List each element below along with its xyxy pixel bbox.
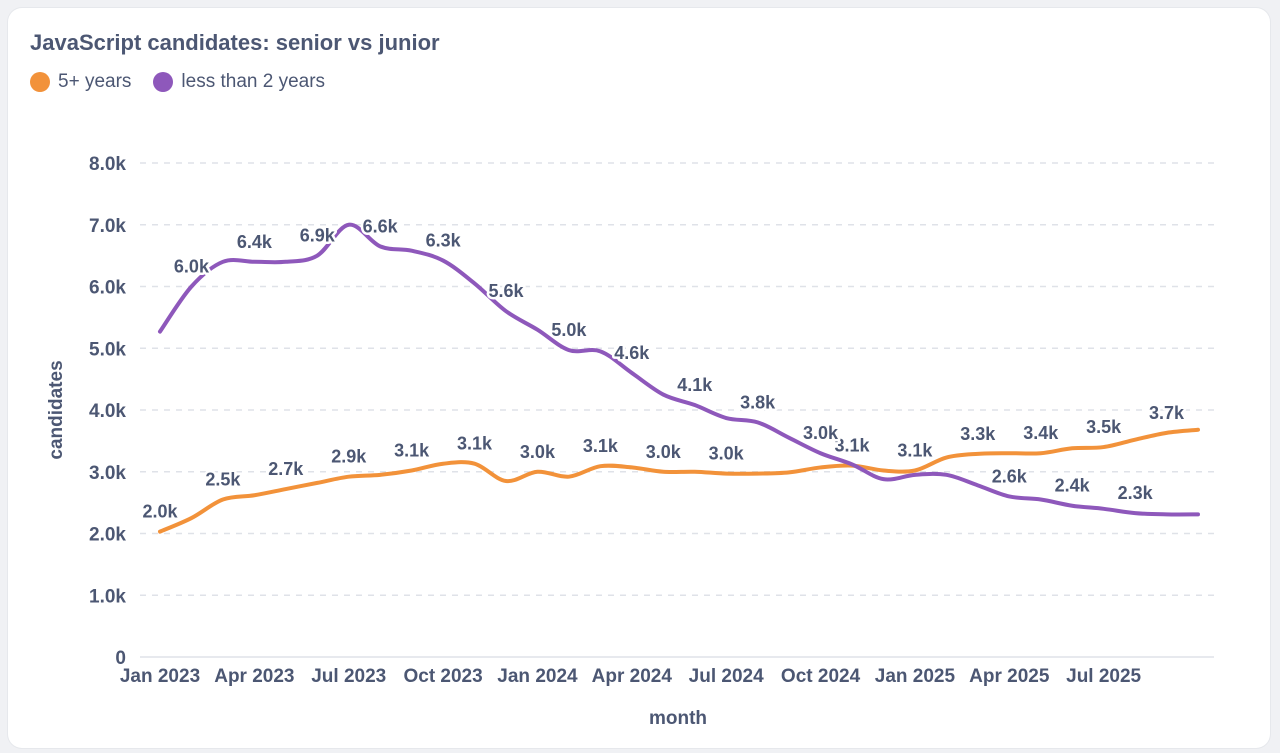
x-tick-label: Jul 2025 xyxy=(1066,666,1141,687)
data-label-junior: 6.3k xyxy=(426,231,462,251)
data-label-junior: 6.4k xyxy=(237,232,273,252)
data-label-junior: 4.1k xyxy=(677,375,713,395)
data-label-junior: 3.8k xyxy=(740,392,776,412)
data-label-senior: 2.0k xyxy=(142,502,178,522)
x-axis-title: month xyxy=(649,708,707,729)
legend: 5+ years less than 2 years xyxy=(30,71,325,93)
data-label-junior: 6.6k xyxy=(363,216,399,236)
x-tick-label: Apr 2024 xyxy=(592,666,673,687)
y-axis-title: candidates xyxy=(46,360,67,459)
chart-card: JavaScript candidates: senior vs junior … xyxy=(8,8,1270,748)
data-label-junior: 3.0k xyxy=(803,423,839,443)
data-label-senior: 3.0k xyxy=(709,444,745,464)
data-label-senior: 3.3k xyxy=(960,424,996,444)
legend-label-senior: 5+ years xyxy=(58,71,132,92)
data-label-junior: 6.0k xyxy=(174,257,210,277)
x-tick-label: Oct 2023 xyxy=(403,666,482,687)
data-label-senior: 2.5k xyxy=(205,470,241,490)
legend-label-junior: less than 2 years xyxy=(181,71,326,92)
grid xyxy=(140,162,1214,658)
data-label-junior: 2.4k xyxy=(1055,476,1091,496)
data-label-senior: 3.1k xyxy=(897,441,933,461)
x-tick-label: Apr 2025 xyxy=(969,666,1050,687)
y-tick-label: 7.0k xyxy=(89,216,126,237)
x-tick-label: Jul 2024 xyxy=(689,666,764,687)
x-tick-label: Jan 2025 xyxy=(875,666,956,687)
legend-dot-junior-icon xyxy=(153,72,174,92)
data-label-senior: 3.1k xyxy=(834,436,870,456)
data-label-senior: 2.9k xyxy=(331,447,367,467)
data-label-senior: 3.1k xyxy=(583,436,619,456)
data-label-senior: 3.5k xyxy=(1086,417,1122,437)
data-labels: 2.0k2.5k2.7k2.9k 3.1k 3.1k 3.0k 3.1k 3.0k 3.0k… xyxy=(140,214,1188,524)
data-label-senior: 3.0k xyxy=(646,442,682,462)
x-tick-label: Apr 2023 xyxy=(214,666,294,687)
y-tick-label: 0 xyxy=(115,648,126,669)
data-label-senior: 3.1k xyxy=(394,441,430,461)
data-label-senior: 3.1k xyxy=(457,434,493,454)
y-tick-label: 6.0k xyxy=(89,278,126,299)
data-label-junior: 5.0k xyxy=(551,320,587,340)
x-tick-label: Jan 2024 xyxy=(497,666,578,687)
data-label-senior: 3.7k xyxy=(1149,403,1185,423)
data-label-senior: 3.0k xyxy=(520,442,556,462)
y-tick-label: 1.0k xyxy=(89,586,126,607)
series-lines xyxy=(158,222,1200,534)
data-label-junior: 2.3k xyxy=(1118,483,1154,503)
chart-title: JavaScript candidates: senior vs junior xyxy=(30,30,440,55)
data-label-junior: 4.6k xyxy=(614,343,650,363)
series-line-junior xyxy=(158,222,1200,517)
y-tick-label: 3.0k xyxy=(89,463,126,484)
y-tick-label: 8.0k xyxy=(89,154,126,175)
data-label-junior: 6.9k xyxy=(300,226,336,246)
data-label-junior: 2.6k xyxy=(992,466,1028,486)
data-label-junior: 5.6k xyxy=(488,281,524,301)
legend-dot-senior-icon xyxy=(30,72,50,92)
legend-item-senior[interactable]: 5+ years xyxy=(30,71,131,93)
x-tick-label: Jul 2023 xyxy=(311,666,386,687)
data-label-senior: 2.7k xyxy=(268,459,304,479)
legend-item-junior[interactable]: less than 2 years xyxy=(153,71,325,93)
y-tick-label: 5.0k xyxy=(89,339,126,360)
data-label-senior: 3.4k xyxy=(1023,423,1059,443)
y-tick-label: 2.0k xyxy=(89,525,126,546)
series-line-senior xyxy=(158,427,1200,534)
y-axis-ticks: 0 1.0k 2.0k 3.0k 4.0k 5.0k 6.0k 7.0k 8.0k xyxy=(89,154,126,669)
x-tick-label: Oct 2024 xyxy=(781,666,861,687)
y-tick-label: 4.0k xyxy=(89,401,126,422)
x-axis-ticks: Jan 2023 Apr 2023 Jul 2023 Oct 2023 Jan 2024… xyxy=(120,666,1142,687)
x-tick-label: Jan 2023 xyxy=(120,666,200,687)
